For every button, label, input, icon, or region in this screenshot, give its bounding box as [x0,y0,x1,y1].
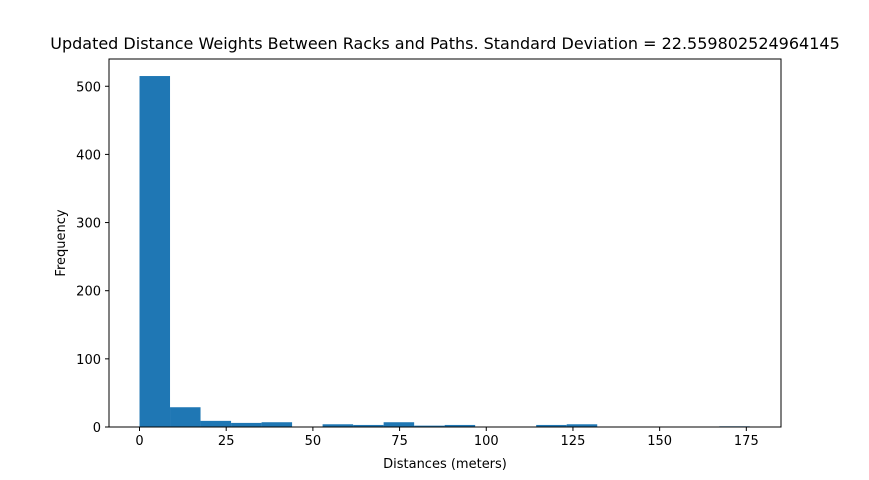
histogram-bar-4 [261,422,293,427]
y-tick-label-1: 100 [76,353,101,368]
y-tick-label-2: 200 [76,285,101,300]
x-tick-label-3: 75 [391,434,408,449]
histogram-bar-2 [200,420,232,427]
histogram-bars [139,76,750,427]
x-tick-label-5: 125 [561,434,586,449]
x-tick-label-7: 175 [734,434,759,449]
y-axis-ticks: 0 100 200 300 400 500 [76,80,109,436]
y-tick-label-3: 300 [76,217,101,232]
chart-title: Updated Distance Weights Between Racks a… [50,34,840,53]
histogram-bar-7 [353,424,384,427]
x-tick-label-6: 150 [647,434,672,449]
y-tick-label-0: 0 [93,421,101,436]
histogram-bar-0 [139,76,171,427]
y-axis-label: Frequency [54,209,69,276]
histogram-bar-1 [170,407,201,427]
histogram-bar-8 [383,422,415,427]
plot-frame [108,58,782,428]
x-axis-ticks: 0 25 50 75 100 125 150 175 [135,427,759,449]
histogram-bar-6 [322,424,354,427]
histogram-bar-14 [566,424,598,427]
y-tick-label-4: 400 [76,148,101,163]
x-tick-label-1: 25 [218,434,235,449]
x-tick-label-4: 100 [474,434,499,449]
x-tick-label-2: 50 [305,434,322,449]
y-tick-label-5: 500 [76,80,101,95]
x-axis-label: Distances (meters) [383,457,507,472]
histogram-bar-9 [414,425,445,427]
histogram-bar-13 [536,424,567,427]
x-tick-label-0: 0 [135,434,143,449]
histogram-bar-10 [444,424,476,427]
histogram-bar-3 [231,422,262,427]
